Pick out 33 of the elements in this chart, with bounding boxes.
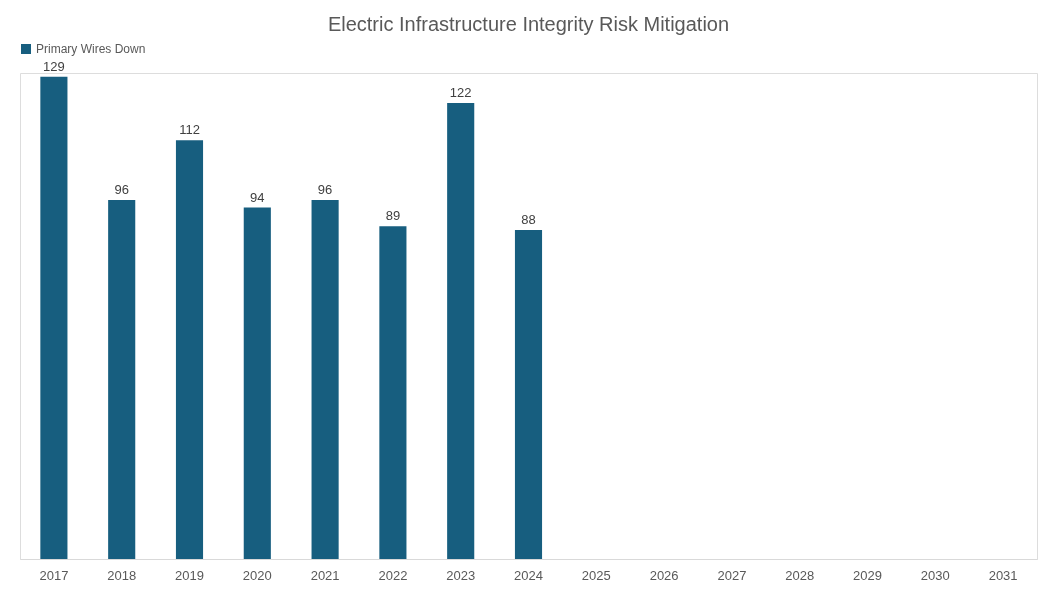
x-tick-label: 2029: [853, 567, 882, 583]
x-tick-label: 2020: [242, 567, 272, 583]
chart-title: Electric Infrastructure Integrity Risk Mitigation: [327, 13, 730, 35]
x-tick-label: 2031: [988, 567, 1018, 583]
x-tick-label: 2026: [649, 567, 679, 583]
bar: [311, 200, 339, 559]
x-tick-label: 2027: [717, 567, 747, 583]
x-tick-label: 2024: [514, 567, 543, 583]
x-tick-label: 2023: [446, 567, 476, 583]
bar: [40, 76, 68, 559]
data-label: 129: [43, 58, 65, 74]
bar: [175, 140, 204, 559]
x-tick-label: 2025: [581, 567, 611, 583]
x-tick-label: 2030: [920, 567, 950, 583]
data-label: 96: [317, 182, 333, 198]
x-tick-label: 2019: [175, 567, 204, 583]
x-tick-label: 2022: [378, 567, 408, 583]
bar: [514, 230, 543, 559]
legend-label: Primary Wires Down: [36, 42, 146, 56]
bar: [243, 207, 271, 559]
x-tick-label: 2017: [39, 567, 69, 583]
data-label: 112: [179, 122, 200, 138]
data-label: 122: [449, 84, 472, 100]
x-tick-label: 2021: [310, 567, 340, 583]
bar: [447, 102, 475, 559]
bar: [108, 200, 136, 559]
data-label: 96: [114, 182, 129, 198]
bar: [379, 226, 407, 559]
x-tick-label: 2028: [785, 567, 815, 583]
data-label: 89: [385, 208, 401, 224]
data-label: 94: [250, 189, 265, 205]
x-tick-label: 2018: [107, 567, 137, 583]
data-label: 88: [521, 212, 536, 228]
